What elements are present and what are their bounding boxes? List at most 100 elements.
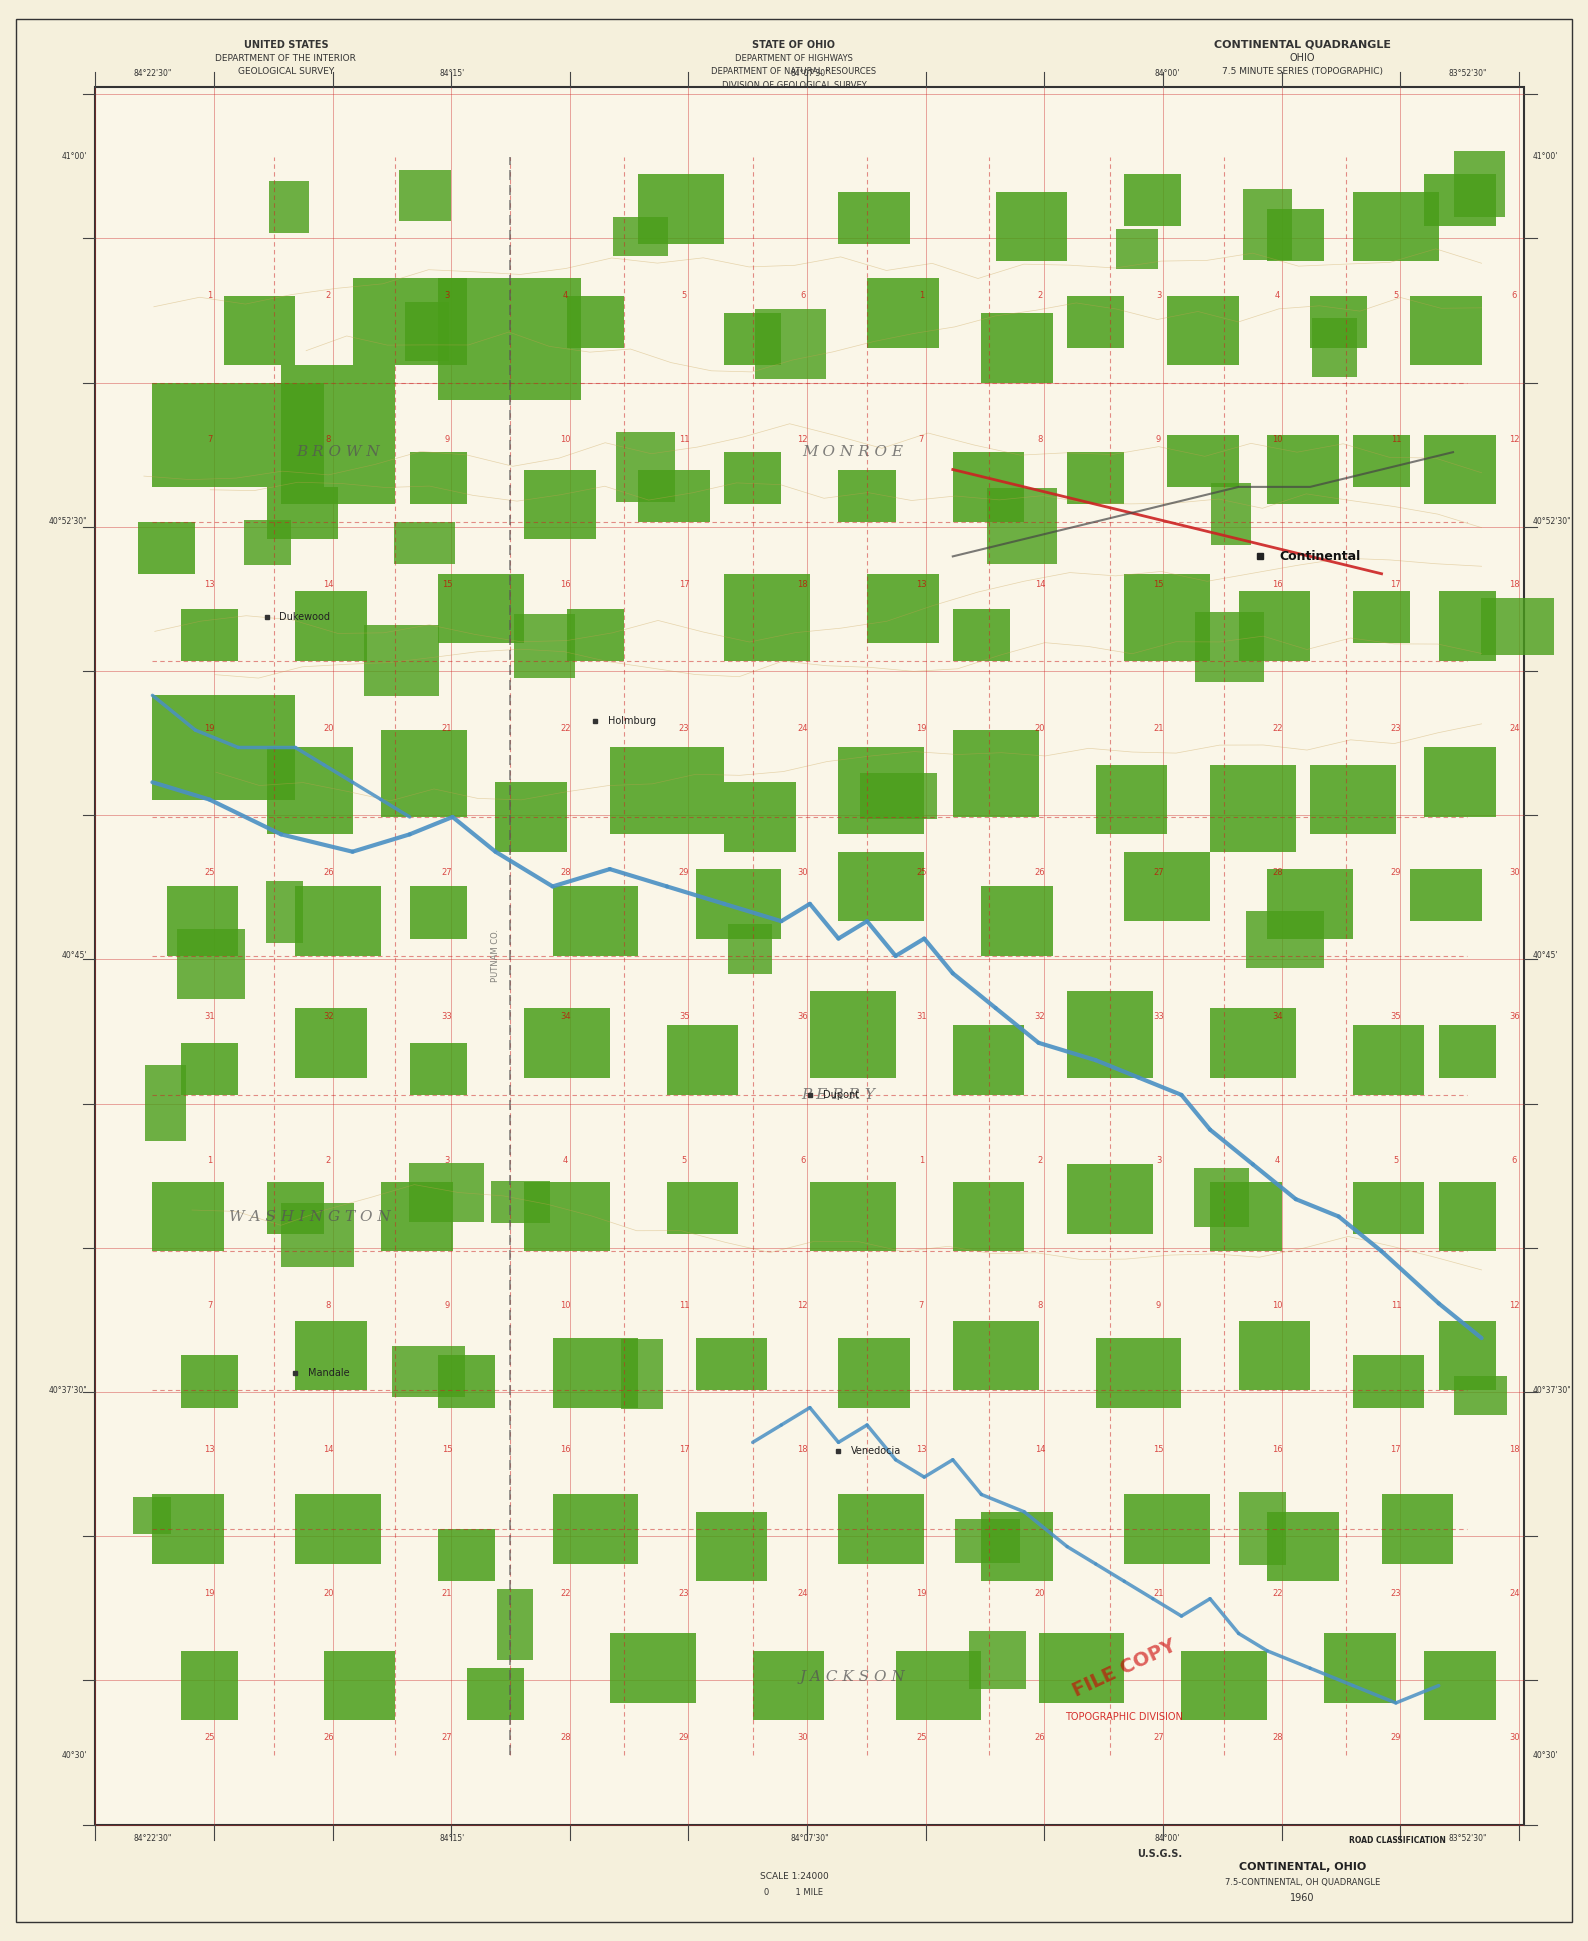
Text: J A C K S O N: J A C K S O N [800,1669,905,1685]
Text: 21: 21 [441,1590,453,1597]
Bar [1167,295,1239,365]
Text: 4: 4 [562,1157,569,1165]
Bar [181,1355,238,1407]
Bar [181,608,238,660]
Text: 19: 19 [916,1590,927,1597]
Text: Continental: Continental [1278,549,1361,563]
Bar [838,470,896,522]
Bar [1482,598,1555,656]
Text: 1: 1 [206,291,213,301]
Bar [981,887,1053,955]
Text: 31: 31 [205,1013,214,1021]
Bar [729,924,772,974]
Text: CONTINENTAL, OHIO: CONTINENTAL, OHIO [1239,1861,1366,1873]
Text: 15: 15 [441,1444,453,1454]
Bar [1194,1168,1250,1227]
Text: 19: 19 [205,1590,214,1597]
Text: 6: 6 [800,1157,805,1165]
Bar [1267,1512,1339,1582]
Text: 84°07'30": 84°07'30" [791,68,829,78]
Text: 41°00': 41°00' [62,151,87,161]
Text: 16: 16 [561,580,570,588]
Bar [524,1182,610,1252]
Text: 1: 1 [919,291,924,301]
Text: 35: 35 [678,1013,689,1021]
Bar [638,470,710,522]
Bar [724,782,796,852]
Text: 28: 28 [561,868,570,877]
Text: 13: 13 [205,1444,214,1454]
Bar [295,1320,367,1390]
Bar [524,1007,610,1077]
Text: 21: 21 [1153,1590,1164,1597]
Text: 10: 10 [561,435,570,444]
Text: 22: 22 [1272,724,1283,734]
Bar [1424,435,1496,505]
Text: 11: 11 [1391,1300,1401,1310]
Text: PUTNAM CO.: PUTNAM CO. [491,930,500,982]
Bar [988,487,1058,565]
Bar [1267,870,1353,939]
Bar [953,1320,1039,1390]
Text: 34: 34 [561,1013,570,1021]
Text: SCALE 1:24000: SCALE 1:24000 [759,1873,829,1881]
Text: 32: 32 [1035,1013,1045,1021]
Text: 22: 22 [561,1590,570,1597]
Bar [696,1512,767,1582]
Text: 28: 28 [1272,1733,1283,1743]
Text: 1: 1 [919,1157,924,1165]
Bar [969,1630,1026,1689]
Text: 11: 11 [1391,435,1401,444]
Bar [295,592,367,660]
Bar [1210,765,1296,852]
Bar [1410,295,1482,365]
Text: 40°52'30": 40°52'30" [1532,516,1571,526]
Text: 22: 22 [561,724,570,734]
Bar [838,1495,924,1564]
Bar [724,575,810,660]
Bar [996,192,1067,262]
Text: 13: 13 [916,1444,927,1454]
Bar [1410,870,1482,922]
Text: 25: 25 [916,868,927,877]
Bar [696,1337,767,1390]
Bar [1243,188,1293,260]
Text: TOPOGRAPHIC DIVISION: TOPOGRAPHIC DIVISION [1066,1712,1183,1722]
Bar [392,1347,465,1398]
Text: 7: 7 [919,1300,924,1310]
Text: FILE COPY: FILE COPY [1070,1636,1178,1700]
Text: 40°37'30": 40°37'30" [1532,1386,1571,1396]
Text: 16: 16 [1272,1444,1283,1454]
Text: 23: 23 [678,724,689,734]
Text: 26: 26 [322,1733,333,1743]
Text: 20: 20 [322,1590,333,1597]
Text: 40°45': 40°45' [1532,951,1558,961]
Bar [438,575,524,642]
Text: 3: 3 [445,291,449,301]
Text: 27: 27 [1153,1733,1164,1743]
Bar [295,887,381,955]
Bar [953,730,1039,817]
Bar [667,1025,738,1095]
Bar [399,169,451,221]
Text: GEOLOGICAL SURVEY: GEOLOGICAL SURVEY [238,68,333,76]
Text: 3: 3 [1156,291,1161,301]
Bar [861,773,937,819]
Text: 4: 4 [562,291,569,301]
Bar [1096,765,1167,835]
Bar [1324,1634,1396,1702]
Bar [1353,1182,1424,1234]
Text: UNITED STATES: UNITED STATES [243,39,329,50]
Bar [410,887,467,939]
Bar [567,608,624,660]
Bar [1239,1493,1286,1564]
Text: 40°45': 40°45' [62,951,87,961]
Bar [410,1042,467,1095]
Bar [753,1650,824,1720]
Text: 25: 25 [916,1733,927,1743]
Bar [954,1520,1021,1563]
Bar [394,522,454,565]
Bar [353,278,467,365]
Bar [838,192,910,245]
Text: Venedocia: Venedocia [851,1446,902,1456]
